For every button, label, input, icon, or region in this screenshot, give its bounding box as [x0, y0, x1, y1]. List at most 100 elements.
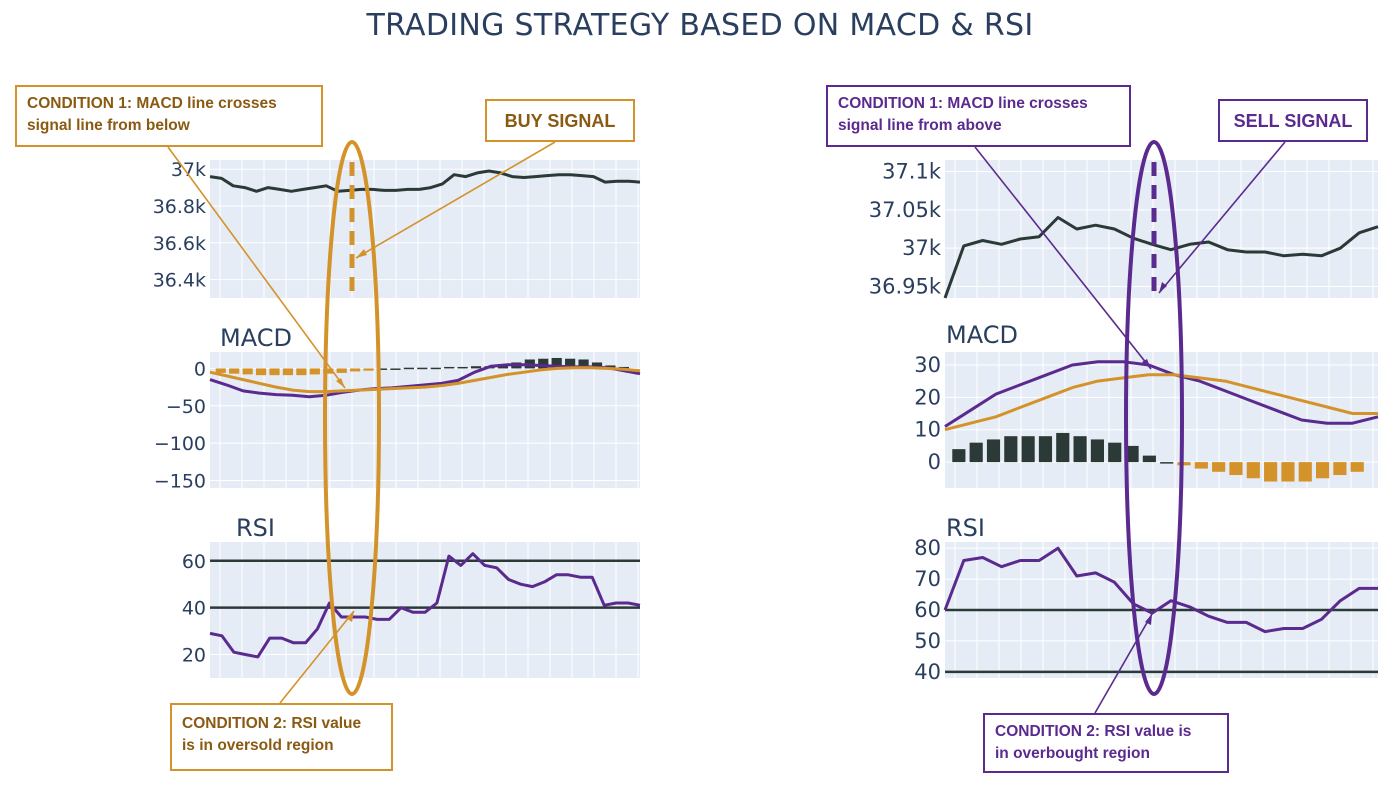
panel-title: MACD — [220, 324, 292, 352]
right-condition1-arrowhead — [1142, 359, 1151, 369]
histogram-bar — [952, 449, 966, 463]
y-tick-label: 80 — [914, 536, 941, 560]
buy-signal-arrowhead — [356, 249, 367, 258]
y-tick-label: 0 — [194, 358, 206, 380]
histogram-bar — [1212, 462, 1226, 472]
y-tick-label: −100 — [154, 433, 206, 455]
right-rsi-series-line-1 — [943, 546, 1378, 634]
y-tick-label: 36.6k — [153, 233, 206, 255]
y-tick-label: 37k — [171, 159, 206, 181]
histogram-bar — [470, 366, 482, 369]
y-tick-label: −150 — [154, 471, 206, 493]
histogram-bar — [1090, 439, 1104, 463]
right-condition2-callout: CONDITION 2: RSI value is in overbought … — [983, 713, 1229, 773]
right-condition2-pointer — [1094, 613, 1153, 714]
y-tick-label: 0 — [928, 450, 941, 474]
sell-signal-callout: SELL SIGNAL — [1218, 99, 1368, 142]
histogram-bar — [363, 368, 374, 371]
page-title: TRADING STRATEGY BASED ON MACD & RSI — [366, 8, 1034, 43]
histogram-bar — [1333, 462, 1347, 476]
y-tick-label: 70 — [914, 567, 941, 591]
left-condition2-line1: CONDITION 2: RSI value — [182, 715, 362, 732]
buy-signal-pointer — [355, 141, 556, 259]
y-tick-label: 40 — [914, 660, 941, 684]
right-rsi-panel: 80 70 60 50 40 RSI — [914, 514, 1378, 684]
y-tick-label: 36.8k — [153, 196, 206, 218]
left-rsi-panel: 60 40 20 RSI — [182, 514, 641, 678]
y-tick-label: 30 — [914, 353, 941, 377]
sell-signal-arrowhead — [1159, 282, 1167, 293]
histogram-bar — [336, 368, 347, 373]
histogram-bar — [457, 366, 468, 369]
right-condition2-line1: CONDITION 2: RSI value is — [995, 723, 1192, 740]
histogram-bar — [538, 358, 549, 369]
right-condition2-line2: in overbought region — [995, 745, 1150, 762]
left-price-series-line-1 — [209, 169, 641, 193]
left-condition2-callout: CONDITION 2: RSI value is in oversold re… — [170, 703, 393, 771]
histogram-bar — [255, 368, 267, 376]
y-tick-label: 10 — [914, 418, 941, 442]
y-tick-label: 20 — [914, 385, 941, 409]
sell-signal-pointer — [1158, 141, 1286, 294]
right-macd-series-line-2 — [944, 373, 1378, 432]
left-condition1-line1: CONDITION 1: MACD line crosses — [27, 95, 277, 112]
histogram-bar — [376, 368, 388, 370]
histogram-bar — [242, 368, 253, 375]
histogram-bar — [969, 442, 983, 463]
histogram-bar — [1125, 445, 1139, 463]
right-macd-series-line-1 — [944, 360, 1379, 428]
histogram-bar — [403, 367, 414, 370]
panel-title: MACD — [946, 321, 1018, 349]
histogram-bar — [229, 368, 240, 374]
histogram-bar — [1229, 462, 1243, 476]
histogram-bar — [282, 368, 294, 376]
histogram-bar — [390, 368, 401, 370]
left-macd-panel: 0 −50 −100 −150 MACD — [154, 324, 641, 493]
histogram-bar — [591, 362, 603, 369]
histogram-bar — [1056, 432, 1070, 463]
right-price-plot-area — [945, 160, 1378, 298]
right-condition2-arrowhead — [1145, 614, 1152, 625]
y-tick-label: 60 — [182, 551, 206, 573]
right-condition1-pointer — [974, 146, 1152, 370]
histogram-bar — [269, 368, 280, 376]
histogram-bar — [1142, 455, 1156, 463]
sell-signal-label: SELL SIGNAL — [1233, 110, 1353, 131]
left-condition2-arrowhead — [346, 611, 354, 622]
left-rsi-series-line-1 — [209, 552, 641, 659]
left-condition2-pointer — [279, 610, 355, 704]
y-tick-label: 60 — [914, 598, 941, 622]
right-condition1-line1: CONDITION 1: MACD line crosses — [838, 95, 1088, 112]
y-tick-label: 37.05k — [869, 198, 942, 222]
histogram-bar — [578, 359, 589, 369]
y-tick-label: 20 — [182, 645, 206, 667]
histogram-bar — [215, 368, 226, 373]
left-price-plot-area — [210, 160, 640, 298]
histogram-bar — [1350, 462, 1364, 472]
histogram-bar — [1246, 462, 1260, 479]
left-condition1-callout: CONDITION 1: MACD line crosses signal li… — [15, 85, 323, 147]
y-tick-label: −50 — [166, 396, 206, 418]
left-condition1-arrowhead — [336, 378, 345, 388]
histogram-bar — [618, 366, 629, 369]
y-tick-label: 36.95k — [869, 275, 942, 299]
left-macd-plot-area — [210, 352, 640, 488]
left-condition1-pointer — [167, 146, 346, 389]
y-tick-label: 36.4k — [153, 270, 206, 292]
histogram-bar — [986, 439, 1001, 463]
histogram-bar — [1315, 462, 1330, 479]
histogram-bar — [551, 357, 562, 369]
histogram-bar — [1160, 462, 1174, 464]
histogram-bar — [565, 358, 576, 369]
panel-title: RSI — [236, 514, 275, 542]
histogram-bar — [444, 366, 455, 369]
histogram-bar — [1298, 462, 1312, 482]
y-tick-label: 37.1k — [882, 160, 942, 184]
right-price-series-line-1 — [943, 216, 1379, 299]
right-macd-panel: 30 20 10 0 MACD — [914, 321, 1379, 488]
buy-signal-ellipse — [323, 140, 381, 696]
left-condition1-line2: signal line from below — [27, 117, 190, 134]
histogram-bar — [1038, 436, 1053, 463]
right-condition1-callout: CONDITION 1: MACD line crosses signal li… — [826, 85, 1131, 147]
